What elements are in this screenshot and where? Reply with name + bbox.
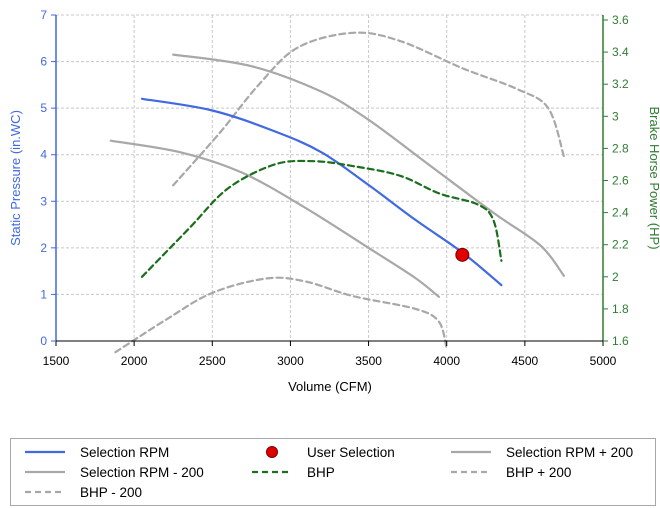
grid <box>55 14 604 342</box>
legend-swatch <box>252 471 292 474</box>
y-tick-label: 0 <box>40 334 47 348</box>
y2-tick-label: 2 <box>612 270 619 284</box>
y-tick-label: 6 <box>40 55 47 69</box>
legend-swatch <box>266 446 278 459</box>
y2-tick-label: 1.6 <box>612 334 629 348</box>
legend-item-bhp-plus-200: BHP + 200 <box>448 464 571 480</box>
legend-swatch <box>25 491 65 494</box>
legend-label: Selection RPM + 200 <box>506 444 634 460</box>
chart-legend: Selection RPM User Selection Selection RPM… <box>10 438 656 506</box>
x-tick-label: 3500 <box>355 354 382 368</box>
legend-label: BHP - 200 <box>80 484 143 500</box>
legend-item-selection-rpm: Selection RPM <box>22 444 169 460</box>
y2-tick-label: 3.4 <box>612 45 629 59</box>
fan-curve-chart: 1500 2000 2500 3000 3500 4000 4500 5000 0 1 2 3 4 5 6 7… <box>8 8 660 394</box>
y2-tick-label: 3.6 <box>612 13 629 27</box>
series-layer <box>109 31 565 354</box>
y-tick-label: 5 <box>40 101 47 115</box>
x-axis-title: Volume (CFM) <box>288 379 372 394</box>
series-bhp-plus-200-line <box>172 31 565 187</box>
legend-label: BHP <box>307 464 335 480</box>
legend-label: BHP + 200 <box>506 464 572 480</box>
legend-swatch <box>451 451 491 454</box>
y2-tick-label: 2.6 <box>612 174 629 188</box>
y-axis-title: Static Pressure (in.WC) <box>8 110 23 246</box>
tick-labels: 1500 2000 2500 3000 3500 4000 4500 5000 0 1 2 3 4 5 6 7… <box>40 8 629 368</box>
x-tick-label: 4500 <box>512 354 539 368</box>
legend-item-selection-rpm-plus-200: Selection RPM + 200 <box>448 444 633 460</box>
legend-label: Selection RPM - 200 <box>80 464 204 480</box>
x-tick-label: 2000 <box>121 354 148 368</box>
series-selection-rpm-line <box>140 97 503 287</box>
x-tick-label: 1500 <box>43 354 70 368</box>
y2-tick-label: 2.8 <box>612 141 629 155</box>
x-tick-label: 3000 <box>277 354 304 368</box>
legend-label: Selection RPM <box>80 444 170 460</box>
y-tick-label: 7 <box>40 8 47 22</box>
x-tick-label: 4000 <box>433 354 460 368</box>
y-tick-label: 1 <box>40 287 47 301</box>
series-selection-rpm-plus-200-line <box>172 53 565 277</box>
legend-item-selection-rpm-minus-200: Selection RPM - 200 <box>22 464 204 480</box>
legend-swatch-marker <box>266 446 278 459</box>
y2-tick-label: 3.2 <box>612 77 629 91</box>
legend-swatch <box>25 471 65 474</box>
y2-axis-title: Brake Horse Power (HP) <box>647 106 660 249</box>
legend-item-bhp: BHP <box>249 464 335 480</box>
legend-label: User Selection <box>307 444 395 460</box>
series-bhp-minus-200-line <box>114 276 448 354</box>
legend-swatch <box>25 451 65 454</box>
y-tick-label: 2 <box>40 241 47 255</box>
axes <box>51 14 608 346</box>
series-bhp-line <box>140 159 503 278</box>
y2-tick-label: 2.4 <box>612 206 629 220</box>
series-user-selection-point <box>455 247 470 262</box>
x-tick-label: 2500 <box>199 354 226 368</box>
x-tick-label: 5000 <box>590 354 617 368</box>
series-selection-rpm-minus-200-line <box>109 139 440 298</box>
y-tick-label: 3 <box>40 194 47 208</box>
legend-item-user-selection: User Selection <box>249 444 395 460</box>
y2-tick-label: 2.2 <box>612 238 629 252</box>
y2-tick-label: 3 <box>612 109 619 123</box>
legend-swatch <box>451 471 491 474</box>
y-tick-label: 4 <box>40 148 47 162</box>
legend-item-bhp-minus-200: BHP - 200 <box>22 484 142 500</box>
y2-tick-label: 1.8 <box>612 302 629 316</box>
